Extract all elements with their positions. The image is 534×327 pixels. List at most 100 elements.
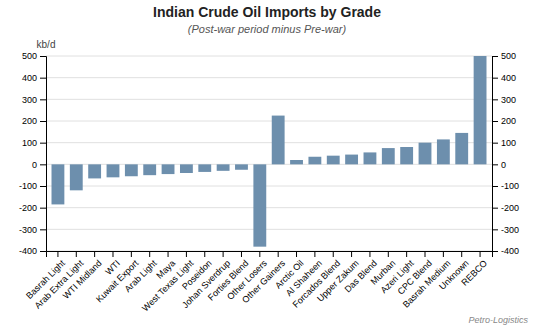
tick: 500	[22, 51, 46, 61]
tick-mark	[492, 164, 498, 165]
grid	[46, 56, 492, 251]
bar	[419, 143, 432, 165]
tick-label: -300	[19, 225, 37, 235]
bar	[400, 147, 413, 164]
tick-label: -300	[501, 225, 519, 235]
tick-label: -200	[19, 203, 37, 213]
tick-mark	[40, 229, 46, 230]
tick-mark	[94, 251, 95, 257]
tick-mark	[492, 78, 498, 79]
tick-mark	[40, 143, 46, 144]
tick-mark	[40, 99, 46, 100]
tick-mark	[492, 229, 498, 230]
axis-line	[493, 57, 499, 252]
tick-label: 0	[501, 160, 506, 170]
tick-mark	[259, 251, 260, 257]
bar	[382, 148, 395, 164]
tick-label: -400	[501, 246, 519, 256]
tick: 0	[492, 160, 506, 170]
bar	[143, 164, 156, 175]
tick-mark	[241, 251, 242, 257]
bar	[308, 157, 321, 165]
tick: 0	[32, 160, 46, 170]
bar	[327, 156, 340, 165]
bar	[345, 155, 358, 165]
tick-mark	[40, 78, 46, 79]
tick-mark	[278, 251, 279, 257]
tick-mark	[351, 251, 352, 257]
tick: 400	[492, 73, 516, 83]
tick-mark	[40, 121, 46, 122]
tick-label: Arab Light	[123, 258, 159, 294]
tick-mark	[76, 251, 77, 257]
tick-mark	[492, 186, 498, 187]
tick-label: 100	[22, 138, 37, 148]
tick-mark	[333, 251, 334, 257]
tick-label: REBCO	[459, 258, 489, 288]
bar	[198, 164, 211, 172]
tick-mark	[149, 251, 150, 257]
tick: -300	[492, 225, 519, 235]
bars	[52, 56, 487, 247]
tick-mark	[492, 208, 498, 209]
tick: 500	[492, 51, 516, 61]
bar	[364, 152, 377, 164]
tick-mark	[57, 251, 58, 257]
bar	[253, 164, 266, 246]
tick-mark	[40, 164, 46, 165]
tick-label: -100	[501, 181, 519, 191]
tick-mark	[314, 251, 315, 257]
tick-label: -200	[501, 203, 519, 213]
annotation: Petro-Logistics	[468, 315, 528, 325]
x-axis: Basrah LightArab Extra LightWTI MidlandW…	[24, 251, 492, 313]
bar	[437, 139, 450, 164]
tick-mark	[131, 251, 132, 257]
bar	[162, 164, 175, 174]
tick: 200	[492, 116, 516, 126]
y-axis: -400-300-200-1000100200300400500	[19, 51, 47, 256]
grid-line	[46, 207, 492, 208]
tick-mark	[40, 208, 46, 209]
tick-label: 0	[32, 160, 37, 170]
tick-mark	[492, 121, 498, 122]
tick-mark	[186, 251, 187, 257]
tick-mark	[443, 251, 444, 257]
tick: 100	[22, 138, 46, 148]
bar	[107, 164, 120, 177]
plot-area: -400 -300 -200 -100 0 100 200 300 400 500 -400 -300…	[19, 51, 519, 313]
bar	[235, 164, 248, 169]
tick-mark	[40, 56, 46, 57]
tick: 100	[492, 138, 516, 148]
tick-label: -400	[19, 246, 37, 256]
grid-line	[46, 56, 492, 57]
bar	[474, 56, 487, 164]
tick-label: 500	[501, 51, 516, 61]
tick: -400	[492, 246, 519, 256]
tick: -400	[19, 246, 46, 256]
tick-mark	[168, 251, 169, 257]
grid-line	[46, 77, 492, 78]
bar	[272, 116, 285, 165]
title: Indian Crude Oil Imports by Grade	[153, 4, 381, 20]
bar	[290, 160, 303, 164]
bar	[88, 164, 101, 178]
subtitle: (Post-war period minus Pre-war)	[188, 23, 347, 35]
tick: 400	[22, 73, 46, 83]
tick-mark	[406, 251, 407, 257]
tick: -100	[19, 181, 46, 191]
tick-mark	[369, 251, 370, 257]
tick-mark	[296, 251, 297, 257]
chart: Indian Crude Oil Imports by Grade (Post-w…	[0, 0, 534, 327]
tick-label: 300	[22, 95, 37, 105]
grid-line	[46, 99, 492, 100]
bar	[180, 164, 193, 173]
tick: -300	[19, 225, 46, 235]
tick-mark	[388, 251, 389, 257]
tick-label: 400	[501, 73, 516, 83]
tick-label: -100	[19, 181, 37, 191]
axis-line	[47, 252, 493, 258]
tick-mark	[425, 251, 426, 257]
tick-mark	[204, 251, 205, 257]
bar	[70, 164, 83, 190]
grid-line	[46, 121, 492, 122]
